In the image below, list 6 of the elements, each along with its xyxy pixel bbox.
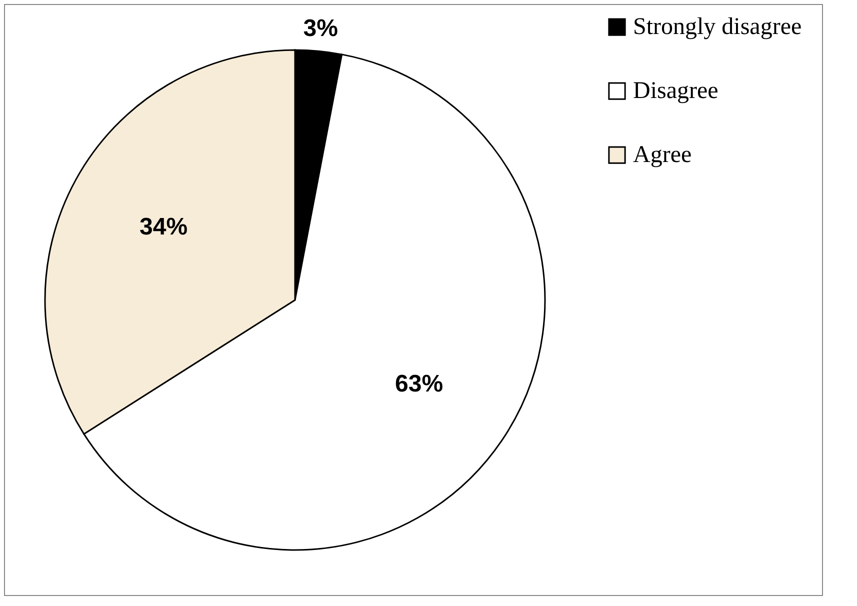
legend-label: Disagree [633, 78, 718, 104]
legend-label: Strongly disagree [633, 14, 802, 40]
data-label: 34% [140, 214, 188, 241]
data-label: 3% [303, 15, 338, 42]
data-label: 63% [395, 370, 444, 398]
legend-label: Agree [633, 142, 692, 168]
